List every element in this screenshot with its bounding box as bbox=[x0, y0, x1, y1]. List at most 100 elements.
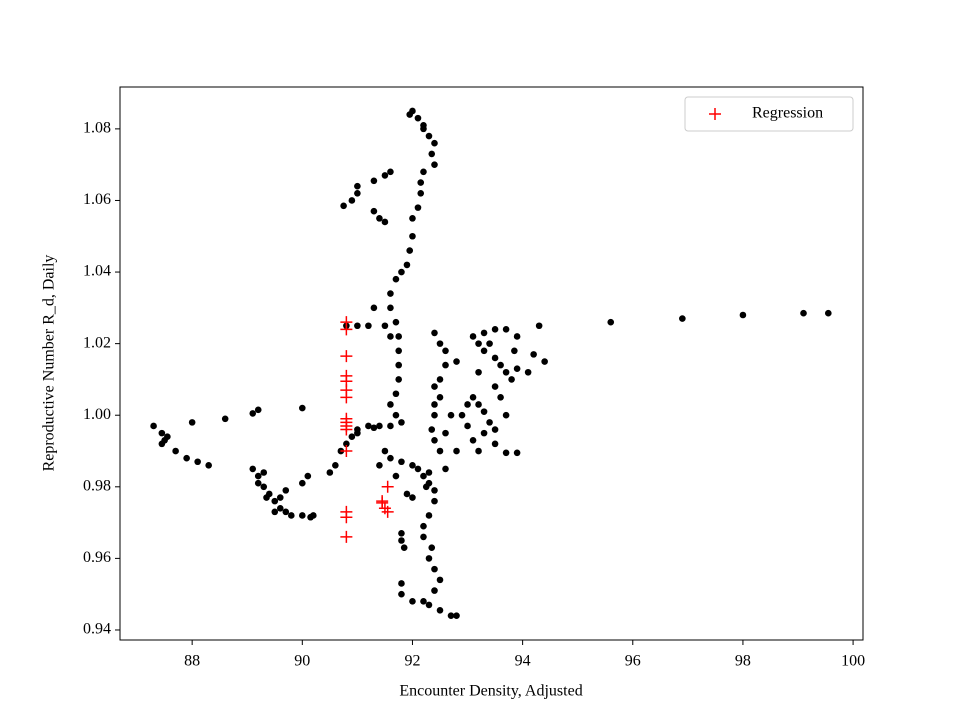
point bbox=[447, 411, 455, 419]
point bbox=[392, 275, 400, 283]
point bbox=[428, 150, 436, 158]
point bbox=[491, 326, 499, 333]
point bbox=[431, 436, 438, 444]
y-tick-label: 1.08 bbox=[83, 120, 111, 137]
point bbox=[183, 454, 190, 462]
point bbox=[436, 576, 444, 584]
point bbox=[194, 458, 201, 466]
point bbox=[164, 433, 171, 440]
point bbox=[370, 177, 378, 185]
point bbox=[739, 311, 747, 319]
point bbox=[387, 401, 394, 408]
point bbox=[260, 469, 268, 476]
point bbox=[158, 429, 166, 437]
point bbox=[480, 408, 488, 415]
point bbox=[326, 469, 334, 476]
point bbox=[276, 504, 284, 512]
y-tick-label: 1.04 bbox=[83, 263, 111, 280]
point bbox=[422, 483, 430, 491]
point bbox=[436, 376, 444, 383]
point bbox=[340, 350, 353, 363]
point bbox=[387, 304, 394, 312]
point bbox=[365, 422, 372, 430]
point bbox=[491, 383, 499, 390]
point bbox=[332, 462, 339, 469]
point bbox=[271, 497, 279, 505]
point bbox=[260, 483, 268, 491]
point bbox=[381, 322, 389, 330]
point bbox=[530, 351, 537, 358]
point bbox=[524, 368, 532, 376]
point bbox=[409, 494, 416, 501]
point bbox=[254, 406, 262, 414]
point bbox=[491, 426, 499, 433]
point bbox=[403, 261, 411, 269]
point bbox=[464, 422, 471, 430]
point bbox=[299, 512, 306, 519]
point bbox=[607, 318, 615, 326]
point bbox=[398, 268, 405, 276]
point bbox=[458, 411, 466, 419]
point bbox=[398, 537, 405, 544]
point bbox=[395, 347, 402, 355]
y-tick-label: 0.96 bbox=[83, 549, 111, 566]
point bbox=[249, 410, 257, 417]
point bbox=[340, 202, 347, 210]
point bbox=[354, 429, 361, 437]
point bbox=[436, 606, 444, 614]
point bbox=[679, 315, 686, 322]
point bbox=[420, 522, 427, 530]
point bbox=[254, 472, 262, 480]
point bbox=[431, 401, 438, 408]
point bbox=[475, 368, 482, 376]
point bbox=[469, 394, 477, 401]
point bbox=[381, 447, 389, 455]
point bbox=[431, 161, 438, 168]
point bbox=[497, 394, 504, 401]
point bbox=[425, 601, 433, 609]
point bbox=[431, 329, 438, 337]
point bbox=[425, 555, 433, 562]
point bbox=[497, 361, 504, 369]
point bbox=[249, 465, 257, 473]
point bbox=[464, 401, 471, 408]
point bbox=[340, 530, 353, 543]
point bbox=[409, 107, 416, 115]
point bbox=[409, 215, 416, 222]
point bbox=[431, 411, 438, 419]
point bbox=[425, 512, 433, 519]
point bbox=[502, 368, 510, 376]
point bbox=[428, 426, 436, 433]
point bbox=[387, 168, 394, 176]
point bbox=[431, 139, 438, 147]
point bbox=[370, 424, 378, 432]
point bbox=[376, 422, 383, 430]
point bbox=[414, 114, 422, 122]
point bbox=[340, 445, 353, 458]
point bbox=[453, 358, 460, 365]
point bbox=[469, 436, 477, 444]
point bbox=[381, 172, 389, 179]
point bbox=[392, 472, 400, 480]
point bbox=[442, 347, 449, 355]
point bbox=[486, 419, 493, 426]
point bbox=[158, 440, 166, 448]
point bbox=[387, 422, 394, 430]
point bbox=[299, 479, 306, 487]
point bbox=[400, 544, 408, 551]
point bbox=[398, 530, 405, 537]
point bbox=[263, 494, 270, 501]
point bbox=[502, 326, 510, 333]
point bbox=[376, 215, 383, 222]
point bbox=[398, 458, 405, 466]
x-tick-label: 94 bbox=[515, 653, 531, 670]
point bbox=[348, 433, 356, 440]
point bbox=[442, 429, 449, 437]
point bbox=[480, 429, 488, 437]
point bbox=[348, 197, 356, 204]
point bbox=[398, 580, 405, 587]
point bbox=[513, 449, 521, 457]
point bbox=[271, 508, 279, 516]
point bbox=[431, 383, 438, 390]
x-tick-label: 88 bbox=[184, 653, 200, 670]
